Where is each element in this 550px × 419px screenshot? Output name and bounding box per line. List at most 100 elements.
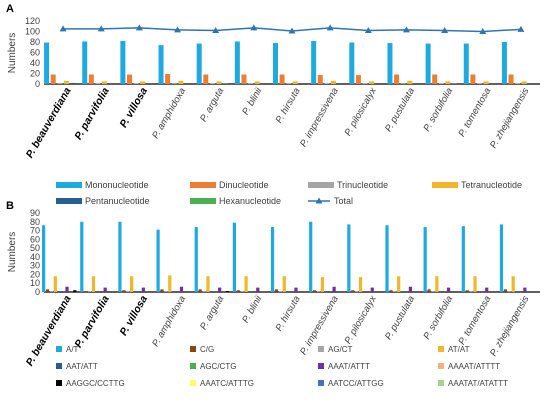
bar (387, 43, 393, 84)
x-tick-label: P. amphidoxa (150, 86, 188, 141)
x-tick-label: P. zhejiangensis (488, 86, 532, 151)
bar (126, 291, 130, 292)
bar (240, 291, 244, 292)
bar (248, 83, 254, 84)
x-tick-label: P. sorbifolia (421, 294, 455, 341)
bar (511, 276, 515, 292)
legend-swatch (308, 182, 334, 188)
bar (73, 290, 77, 292)
legend-label: AGC/CTG (200, 362, 236, 371)
legend-label: Trinucleotide (337, 180, 388, 190)
bar (393, 291, 397, 292)
legend-swatch (56, 198, 82, 204)
line-point (402, 26, 410, 33)
bar (515, 83, 521, 84)
bar (179, 286, 184, 292)
x-tick-label: P. pilosicalyx (343, 293, 380, 346)
x-tick-label: P. villosa (118, 293, 151, 337)
bar (126, 74, 132, 84)
bar (164, 291, 168, 292)
legend-swatch (190, 182, 216, 188)
x-tick-label: P. tomentosa (456, 86, 493, 139)
y-tick-label: 80 (30, 37, 40, 47)
legend-label: AAATAT/ATATTT (448, 379, 508, 388)
bar (49, 291, 54, 292)
x-tick-label: P. arguta (198, 86, 226, 124)
y-tick-label: 50 (30, 243, 40, 253)
legend-swatch (318, 380, 324, 386)
bar (53, 276, 57, 292)
x-tick-label: P. parvifolia (72, 85, 112, 142)
y-tick-label: 120 (25, 16, 40, 26)
bar (63, 80, 69, 84)
x-tick-label: P. pustulata (383, 294, 417, 342)
x-tick-label: P. hirsuta (274, 294, 303, 333)
bar (57, 291, 61, 292)
legend-swatch (190, 363, 196, 369)
bar (324, 83, 330, 84)
x-tick-label: P. tomentosa (456, 294, 493, 347)
bar (438, 83, 444, 84)
bar (370, 287, 374, 292)
bar (45, 289, 50, 292)
bar (172, 291, 176, 292)
panel-label: B (6, 200, 14, 212)
bar (95, 83, 101, 84)
bar (88, 74, 94, 84)
bar (203, 74, 209, 84)
bar (236, 290, 240, 292)
line-point (364, 26, 372, 33)
bar (476, 83, 482, 84)
y-tick-label: 10 (30, 278, 40, 288)
bar (244, 276, 248, 292)
bar (313, 290, 317, 292)
bar (274, 289, 279, 292)
x-tick-label: P. beauverdiana (24, 293, 74, 368)
line-point (288, 27, 296, 34)
bar (507, 291, 511, 292)
bar (241, 74, 247, 84)
bar (198, 289, 202, 292)
bar (508, 74, 514, 84)
bar (103, 287, 107, 292)
legend-swatch (190, 198, 216, 204)
bar (423, 227, 427, 292)
legend-label: Total (334, 196, 353, 206)
bar (292, 81, 298, 84)
bar (427, 289, 431, 292)
bar (469, 291, 473, 292)
legend-label: C/G (200, 345, 214, 354)
y-tick-label: 80 (30, 217, 40, 227)
bar (320, 277, 325, 292)
bar (362, 83, 368, 84)
legend-label: AG/CT (328, 345, 353, 354)
bar (385, 225, 389, 292)
y-tick-label: 90 (30, 208, 40, 218)
x-tick-label: P. sorbifolia (421, 86, 455, 133)
bar (168, 275, 172, 292)
bar (523, 287, 527, 292)
line-point (212, 26, 220, 33)
line-point (59, 25, 67, 32)
legend-label: Pentanucleotide (85, 196, 150, 206)
bar (130, 276, 134, 292)
line-point (479, 28, 487, 34)
bar (349, 42, 355, 84)
legend-swatch (432, 182, 458, 188)
bar (435, 276, 439, 292)
bar (282, 276, 286, 292)
bar (369, 81, 375, 84)
legend-swatch (56, 346, 62, 352)
y-tick-label: 60 (30, 234, 40, 244)
bar (463, 43, 469, 84)
bar (140, 81, 146, 84)
bar (389, 290, 393, 292)
x-tick-label: P. impressivena (298, 86, 341, 149)
bar (118, 221, 122, 292)
y-tick-label: 20 (30, 269, 40, 279)
legend-swatch (438, 380, 444, 386)
legend-swatch (56, 182, 82, 188)
bar (218, 287, 222, 292)
bar (202, 291, 206, 292)
bar (351, 290, 355, 292)
